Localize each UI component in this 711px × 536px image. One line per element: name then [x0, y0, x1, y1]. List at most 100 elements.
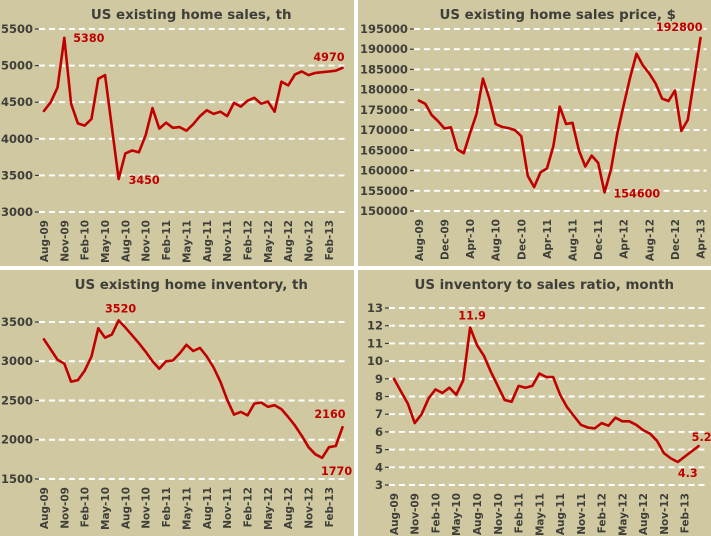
x-axis-label: Feb-11	[513, 493, 525, 533]
data-label: 5380	[73, 32, 104, 45]
x-axis-label: Nov-10	[141, 220, 153, 262]
y-axis-label: 2000	[1, 433, 33, 447]
x-axis-label: May-10	[451, 493, 463, 536]
y-axis-label: 5500	[1, 22, 33, 36]
data-label: 11.9	[458, 309, 486, 322]
x-axis-label: Aug-09	[413, 219, 425, 261]
y-axis-label: 2500	[1, 393, 33, 407]
y-axis-label: 185000	[360, 62, 408, 76]
y-axis-label: 4000	[1, 132, 33, 146]
x-axis-label: May-11	[534, 493, 546, 536]
x-axis-label: Aug-12	[638, 493, 650, 535]
x-axis-label: Aug-12	[283, 487, 295, 529]
y-axis-label: 3500	[1, 168, 33, 182]
x-axis-label: Aug-11	[202, 487, 214, 529]
y-axis-label: 6	[374, 425, 382, 439]
x-axis-label: Apr-12	[618, 219, 630, 259]
x-axis-label: Nov-11	[575, 493, 587, 535]
x-axis-label: Nov-09	[409, 493, 421, 535]
x-axis-label: Aug-09	[39, 487, 51, 529]
x-axis-label: Feb-10	[430, 493, 442, 533]
x-axis-label: Feb-11	[161, 487, 173, 527]
x-axis-label: Nov-09	[59, 487, 71, 529]
data-label: 3450	[129, 174, 160, 187]
x-axis-label: Aug-11	[555, 493, 567, 535]
x-axis-label: Aug-10	[472, 493, 484, 535]
x-axis-label: Feb-10	[80, 220, 92, 260]
series-line	[417, 36, 702, 194]
y-axis-label: 175000	[360, 103, 408, 117]
x-axis-label: Nov-09	[59, 220, 71, 262]
x-axis-label: Aug-11	[567, 219, 579, 261]
chart-title: US inventory to sales ratio, month	[414, 278, 674, 293]
y-axis-label: 12	[366, 319, 382, 333]
y-axis-label: 160000	[360, 164, 408, 178]
y-axis-label: 1500	[1, 472, 33, 486]
series-line	[42, 319, 344, 460]
x-axis-label: Nov-10	[141, 487, 153, 529]
y-axis-label: 5	[374, 443, 382, 457]
x-axis-label: Aug-12	[283, 220, 295, 262]
y-axis-label: 7	[374, 407, 382, 421]
x-axis-label: May-11	[181, 487, 193, 530]
x-axis-label: Apr-10	[465, 219, 477, 259]
x-axis-label: Aug-10	[120, 220, 132, 262]
y-axis-label: 9	[374, 372, 382, 386]
chart-title: US existing home sales price, $	[439, 8, 675, 23]
y-axis-label: 3	[374, 478, 382, 492]
x-axis-label: Aug-12	[644, 219, 656, 261]
x-axis-label: May-12	[263, 220, 275, 263]
y-axis-label: 150000	[360, 204, 408, 218]
y-axis-label: 180000	[360, 83, 408, 97]
x-axis-label: Feb-12	[243, 487, 255, 527]
x-axis-label: Dec-10	[516, 219, 528, 260]
x-axis-label: May-12	[263, 487, 275, 530]
x-axis-label: Feb-13	[324, 487, 336, 527]
x-axis-label: Aug-11	[202, 220, 214, 262]
data-label: 2160	[314, 408, 345, 421]
x-axis-label: Feb-13	[324, 220, 336, 260]
data-label: 1770	[321, 465, 352, 478]
ratio-plot: US inventory to sales ratio, month 3 4 5 6 7…	[366, 278, 711, 536]
x-axis-label: Nov-12	[304, 220, 316, 262]
data-label: 154600	[613, 187, 660, 200]
series-line	[392, 326, 700, 464]
chart-title: US existing home sales, th	[91, 8, 292, 23]
x-axis-label: Dec-11	[593, 219, 605, 260]
y-axis-label: 11	[366, 336, 382, 350]
x-axis-label: Aug-10	[490, 219, 502, 261]
x-axis-label: Apr-13	[695, 219, 707, 259]
x-axis-label: Feb-10	[80, 487, 92, 527]
y-axis-label: 3000	[1, 205, 33, 219]
y-axis-label: 190000	[360, 42, 408, 56]
chart-sales: US existing home sales, th 3000 3500 4000 4…	[0, 0, 354, 266]
x-axis-label: Nov-12	[658, 493, 670, 535]
data-label: 4.3	[677, 467, 697, 480]
x-axis-label: Feb-12	[596, 493, 608, 533]
x-axis-label: Aug-09	[388, 493, 400, 535]
sales-plot: US existing home sales, th 3000 3500 4000 4…	[1, 8, 349, 263]
x-axis-label: Nov-11	[222, 487, 234, 529]
y-axis-label: 10	[366, 354, 382, 368]
chart-price: US existing home sales price, $ 150000 15…	[357, 0, 711, 266]
price-plot: US existing home sales price, $ 150000 15…	[360, 8, 707, 261]
inventory-plot: US existing home inventory, th 1500 2000 2…	[1, 278, 352, 530]
y-axis-label: 8	[374, 389, 382, 403]
x-axis-label: Feb-12	[243, 220, 255, 260]
x-axis-label: Apr-11	[541, 219, 553, 259]
chart-ratio: US inventory to sales ratio, month 3 4 5 6 7…	[357, 270, 711, 536]
y-axis-label: 170000	[360, 123, 408, 137]
x-axis-label: May-11	[181, 220, 193, 263]
y-axis-label: 4	[374, 460, 382, 474]
y-axis-label: 3500	[1, 315, 33, 329]
x-axis-label: Feb-11	[161, 220, 173, 260]
x-axis-label: May-10	[100, 220, 112, 263]
data-label: 192800	[655, 21, 702, 34]
x-axis-label: Nov-10	[492, 493, 504, 535]
x-axis-label: Feb-13	[679, 493, 691, 533]
data-label: 3520	[105, 302, 136, 315]
x-axis-label: Aug-10	[120, 487, 132, 529]
x-axis-label: Dec-09	[439, 219, 451, 260]
x-axis-label: May-10	[100, 487, 112, 530]
series-line	[42, 36, 344, 181]
